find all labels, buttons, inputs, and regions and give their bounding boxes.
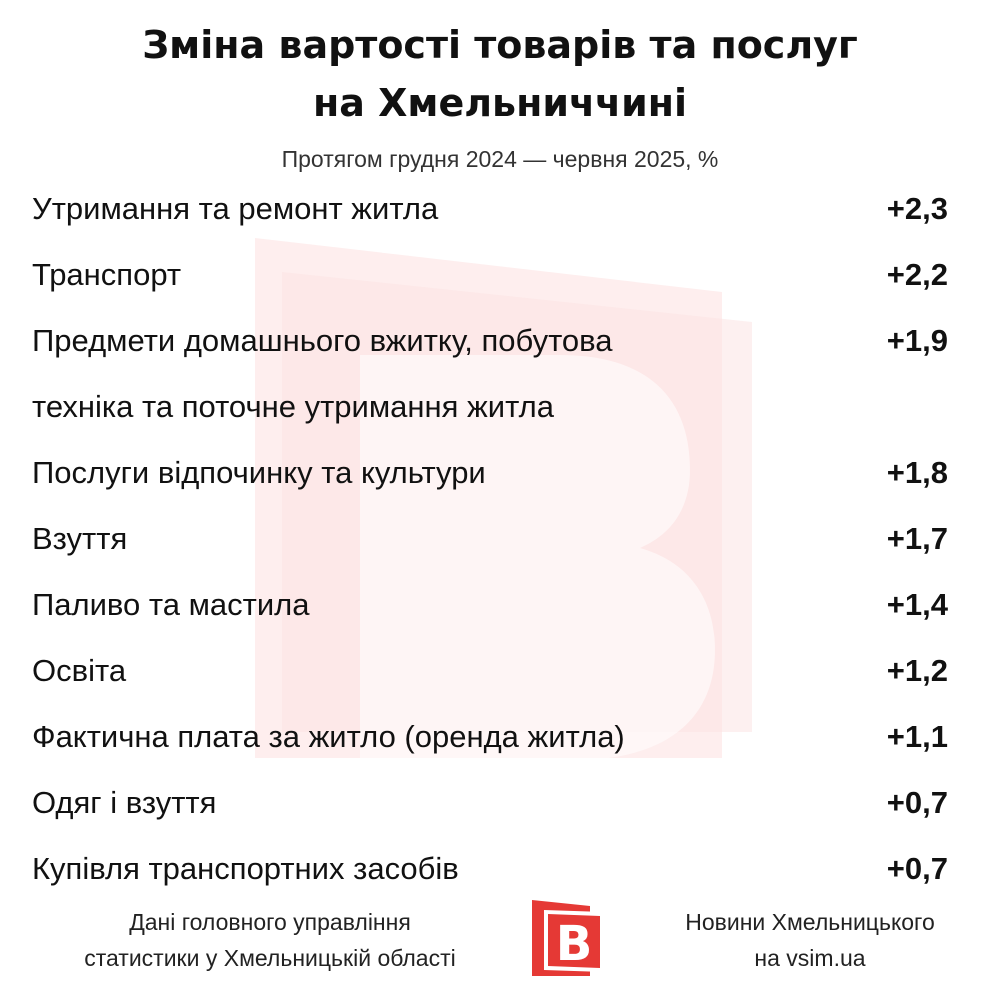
row-label: Утримання та ремонт житла bbox=[32, 191, 439, 226]
row-label: Предмети домашнього вжитку, побутова bbox=[32, 323, 613, 358]
chart-title-line-2: на Хмельниччині bbox=[312, 81, 688, 125]
row-label: Послуги відпочинку та культури bbox=[32, 455, 486, 490]
chart-title-line-1: Зміна вартості товарів та послуг bbox=[142, 23, 858, 67]
row-label: Паливо та мастила bbox=[32, 587, 310, 622]
brand-line-1: Новини Хмельницького bbox=[685, 909, 935, 935]
source-line-1: Дані головного управління bbox=[129, 909, 411, 935]
row-label: Одяг і взуття bbox=[32, 785, 217, 820]
row-label: техніка та поточне утримання житла bbox=[32, 389, 554, 424]
row-label: Транспорт bbox=[32, 257, 182, 292]
row-label: Купівля транспортних засобів bbox=[32, 851, 459, 886]
row-value: +1,2 bbox=[886, 653, 948, 688]
brand-line-2: на vsim.ua bbox=[754, 945, 866, 971]
row-label: Взуття bbox=[32, 521, 128, 556]
brand-note[interactable]: Новини Хмельницького на vsim.ua bbox=[620, 904, 1000, 976]
vsim-logo-icon: B bbox=[532, 900, 604, 976]
row-value: +2,2 bbox=[886, 257, 948, 292]
row-value: +1,8 bbox=[886, 455, 948, 490]
chart-title: Зміна вартості товарів та послуг на Хмел… bbox=[0, 16, 1000, 132]
source-line-2: статистики у Хмельницькій області bbox=[84, 945, 456, 971]
row-value: +1,9 bbox=[886, 323, 948, 358]
row-value: +2,3 bbox=[886, 191, 948, 226]
logo-letter: B bbox=[556, 916, 593, 972]
row-label: Освіта bbox=[32, 653, 127, 688]
row-label: Фактична плата за житло (оренда житла) bbox=[32, 719, 625, 754]
row-value: +1,1 bbox=[886, 719, 948, 754]
row-value: +0,7 bbox=[886, 851, 948, 886]
row-value: +0,7 bbox=[886, 785, 948, 820]
row-value: +1,4 bbox=[886, 587, 948, 622]
source-note: Дані головного управління статистики у Х… bbox=[0, 904, 540, 976]
row-value: +1,7 bbox=[886, 521, 948, 556]
chart-subtitle: Протягом грудня 2024 — червня 2025, % bbox=[281, 146, 719, 172]
